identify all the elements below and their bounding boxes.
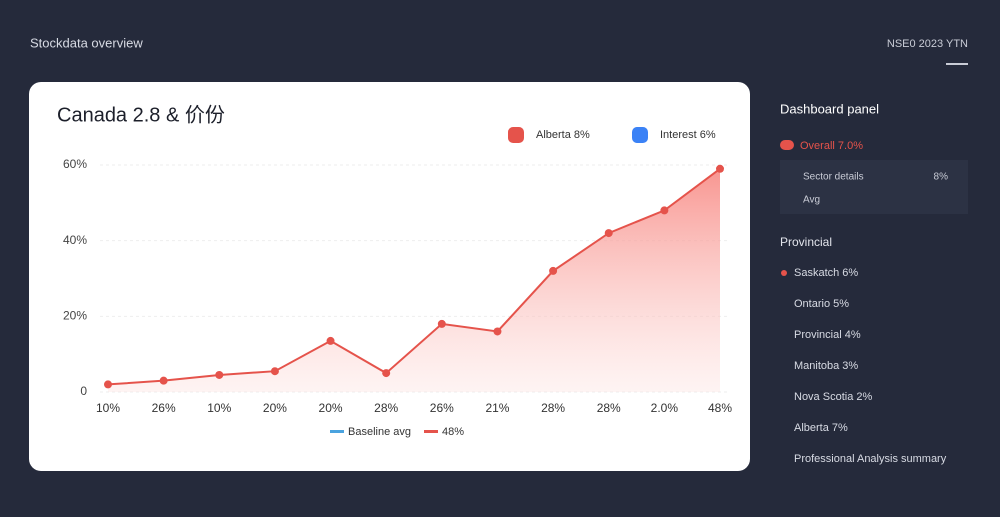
point [660, 206, 669, 215]
x-tick-label: 10% [207, 401, 231, 415]
sidebar-item: Nova Scotia 2% [794, 391, 872, 403]
point [215, 370, 224, 379]
sidebar-item: Professional Analysis summary [794, 453, 947, 465]
x-tick-label: 26% [430, 401, 454, 415]
point [716, 164, 724, 173]
sidebar-item: Ontario 5% [794, 298, 849, 310]
header-info: NSE0 2023 YTN [887, 38, 968, 50]
legend-label: 48% [442, 426, 464, 438]
point [104, 380, 112, 389]
legend-swatch [330, 430, 344, 433]
point [437, 319, 446, 328]
legend-label: Alberta 8% [536, 129, 590, 141]
x-tick-label: 20% [263, 401, 287, 415]
sidebar-title: Dashboard panel [780, 101, 879, 116]
line [107, 167, 721, 386]
legend-label: Interest 6% [660, 129, 716, 141]
sidebar-item: Provincial 4% [794, 329, 861, 341]
legend-swatch [508, 127, 524, 143]
legend-swatch [424, 430, 438, 433]
highlight: Overall 7.0% [800, 140, 863, 152]
point [326, 336, 335, 345]
x-tick-label: 2.0% [651, 401, 679, 415]
point [493, 327, 502, 336]
app-title: Stockdata overview [30, 35, 143, 50]
x-tick-label: 28% [541, 401, 565, 415]
highlight-dot [780, 140, 794, 150]
sidebar-item: Saskatch 6% [794, 267, 858, 279]
legend-swatch [632, 127, 648, 143]
point [604, 229, 613, 238]
y-tick-label: 0 [80, 384, 87, 398]
chart-title: Canada 2.8 & 价份 [57, 103, 225, 126]
point [549, 266, 558, 275]
item-dot [781, 270, 787, 276]
sidebar: Dashboard panel Overall 7.0% Sector deta… [780, 101, 968, 249]
section-title: Provincial [780, 235, 832, 249]
x-tick-label: 28% [597, 401, 621, 415]
point [382, 369, 391, 378]
box-label: Avg [803, 195, 820, 206]
detail-box [780, 160, 968, 214]
y-tick-label: 20% [63, 309, 87, 323]
y-tick-label: 40% [63, 233, 87, 247]
sidebar-item: Alberta 7% [794, 422, 848, 434]
x-tick-label: 20% [319, 401, 343, 415]
legend-label: Baseline avg [348, 426, 411, 438]
point [159, 376, 168, 385]
area [108, 168, 720, 392]
x-tick-label: 21% [485, 401, 509, 415]
sidebar-item: Manitoba 3% [794, 360, 858, 372]
x-tick-label: 48% [708, 401, 732, 415]
x-tick-label: 28% [374, 401, 398, 415]
x-tick-label: 26% [152, 401, 176, 415]
x-tick-label: 10% [96, 401, 120, 415]
box-value: 8% [934, 172, 949, 183]
box-label: Sector details [803, 172, 864, 183]
y-tick-label: 60% [63, 157, 87, 171]
point [270, 367, 279, 376]
